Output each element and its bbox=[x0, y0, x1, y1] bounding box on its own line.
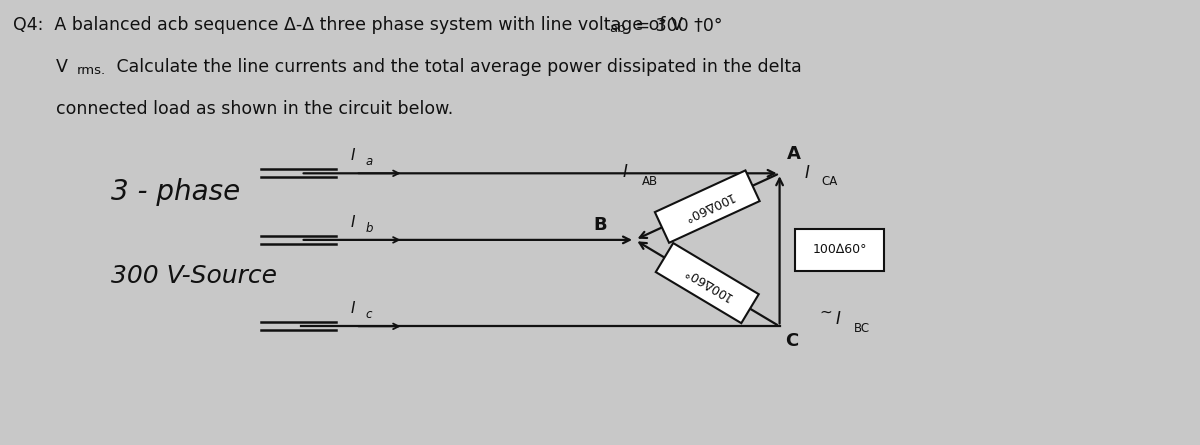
FancyBboxPatch shape bbox=[655, 243, 758, 323]
Text: Calculate the line currents and the total average power dissipated in the delta: Calculate the line currents and the tota… bbox=[112, 58, 802, 76]
Text: connected load as shown in the circuit below.: connected load as shown in the circuit b… bbox=[56, 100, 454, 118]
Text: I: I bbox=[835, 310, 840, 328]
Text: c: c bbox=[366, 308, 372, 321]
Text: BC: BC bbox=[853, 322, 870, 336]
Text: I: I bbox=[623, 163, 628, 181]
Text: A: A bbox=[786, 146, 800, 163]
Text: 100∆60°: 100∆60° bbox=[679, 189, 734, 224]
Text: b: b bbox=[366, 222, 373, 235]
Text: I: I bbox=[350, 148, 355, 163]
Text: I: I bbox=[350, 301, 355, 316]
Text: 3 - phase: 3 - phase bbox=[112, 178, 240, 206]
Text: ab: ab bbox=[608, 22, 625, 35]
Text: C: C bbox=[786, 332, 799, 350]
Text: AB: AB bbox=[642, 175, 659, 188]
Text: = 300 †0°: = 300 †0° bbox=[630, 16, 722, 34]
Text: a: a bbox=[366, 155, 373, 168]
Text: 100∆60°: 100∆60° bbox=[812, 243, 866, 256]
Text: Q4:  A balanced acb sequence Δ-Δ three phase system with line voltage of V: Q4: A balanced acb sequence Δ-Δ three ph… bbox=[13, 16, 683, 34]
Text: I: I bbox=[804, 164, 810, 182]
Text: I: I bbox=[350, 215, 355, 230]
Text: CA: CA bbox=[822, 175, 838, 188]
Text: V: V bbox=[56, 58, 68, 76]
Text: B: B bbox=[593, 216, 607, 234]
FancyBboxPatch shape bbox=[655, 170, 760, 243]
Text: 300 V-Source: 300 V-Source bbox=[112, 263, 277, 287]
Text: ~: ~ bbox=[820, 304, 833, 320]
FancyBboxPatch shape bbox=[794, 229, 884, 271]
Text: 100∆60°: 100∆60° bbox=[680, 263, 734, 303]
Text: rms.: rms. bbox=[77, 64, 107, 77]
